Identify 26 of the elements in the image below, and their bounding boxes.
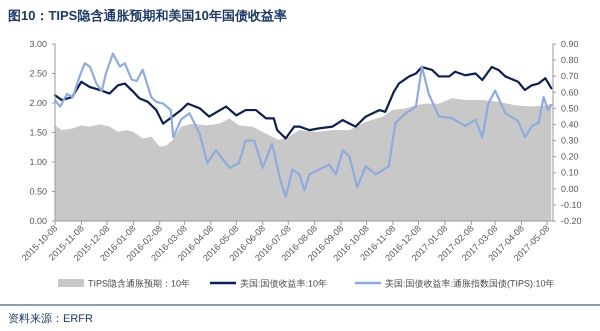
y-tick-label: 0.00 xyxy=(29,216,47,226)
y2-tick-label: 0.30 xyxy=(561,136,579,146)
y2-tick-label: -0.20 xyxy=(561,216,582,226)
y2-tick-label: 0.40 xyxy=(561,119,579,130)
y2-tick-label: 0.60 xyxy=(561,87,579,98)
y-tick-label: 0.50 xyxy=(29,186,47,196)
y2-tick-label: 0.80 xyxy=(561,55,579,66)
text: 资料来源：ERFR xyxy=(8,312,93,325)
y-tick-label: 1.00 xyxy=(29,157,47,167)
y2-tick-label: 0.50 xyxy=(561,103,579,114)
y-tick-label: 3.00 xyxy=(29,39,47,49)
y2-tick-label: 0.70 xyxy=(561,71,579,82)
legend-label: 美国:国债收益率:通胀指数国债(TIPS):10年 xyxy=(385,278,555,288)
y-tick-label: 1.50 xyxy=(29,128,47,138)
y-tick-label: 2.00 xyxy=(29,98,47,108)
y2-tick-label: 0.90 xyxy=(561,39,579,49)
line-series xyxy=(54,66,552,140)
legend-label: 美国:国债收益率:10年 xyxy=(240,278,328,288)
legend-label: TIPS隐含通胀预期：10年 xyxy=(88,278,190,288)
y2-tick-label: -0.10 xyxy=(561,200,582,210)
y2-tick-label: 0.10 xyxy=(561,168,579,178)
y2-tick-label: 0.00 xyxy=(561,184,579,194)
chart-title: 图10：TIPS隐含通胀预期和美国10年国债收益率 xyxy=(8,8,287,23)
y-tick-label: 2.50 xyxy=(29,68,47,78)
line-series xyxy=(54,52,552,198)
y2-tick-label: 0.20 xyxy=(561,152,579,162)
